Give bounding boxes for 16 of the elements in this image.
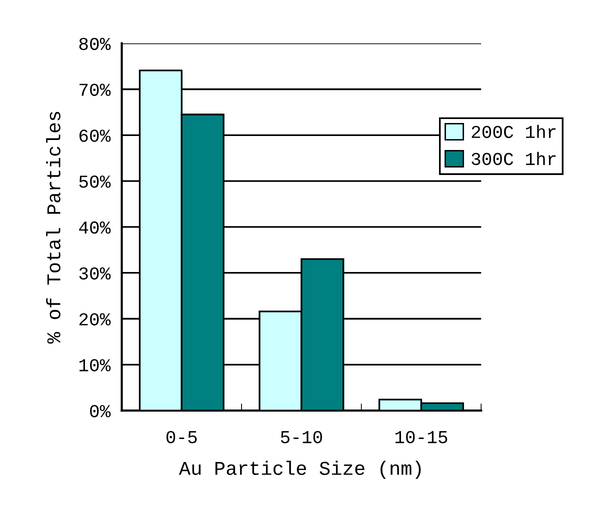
y-tick-label: 0% — [90, 405, 111, 418]
x-axis-title: Au Particle Size (nm) — [178, 460, 421, 479]
y-axis-title: % of Total Particles — [46, 112, 60, 344]
y-tick-label: 60% — [79, 130, 111, 142]
y-tick-label: 50% — [79, 176, 111, 188]
y-tick-label: 40% — [79, 221, 111, 234]
y-tick-label: 10% — [79, 359, 111, 372]
y-tick-label: 70% — [80, 84, 111, 96]
legend-label: 300C 1hr — [472, 152, 556, 166]
x-tick-label: 0-5 — [166, 431, 197, 444]
y-tick-label: 80% — [79, 38, 111, 50]
x-tick-label: 10-15 — [395, 431, 448, 444]
y-tick-label: 30% — [79, 267, 111, 280]
x-tick-label: 5-10 — [280, 431, 322, 444]
y-tick-label: 20% — [79, 313, 111, 326]
legend-label: 200C 1hr — [472, 124, 556, 138]
